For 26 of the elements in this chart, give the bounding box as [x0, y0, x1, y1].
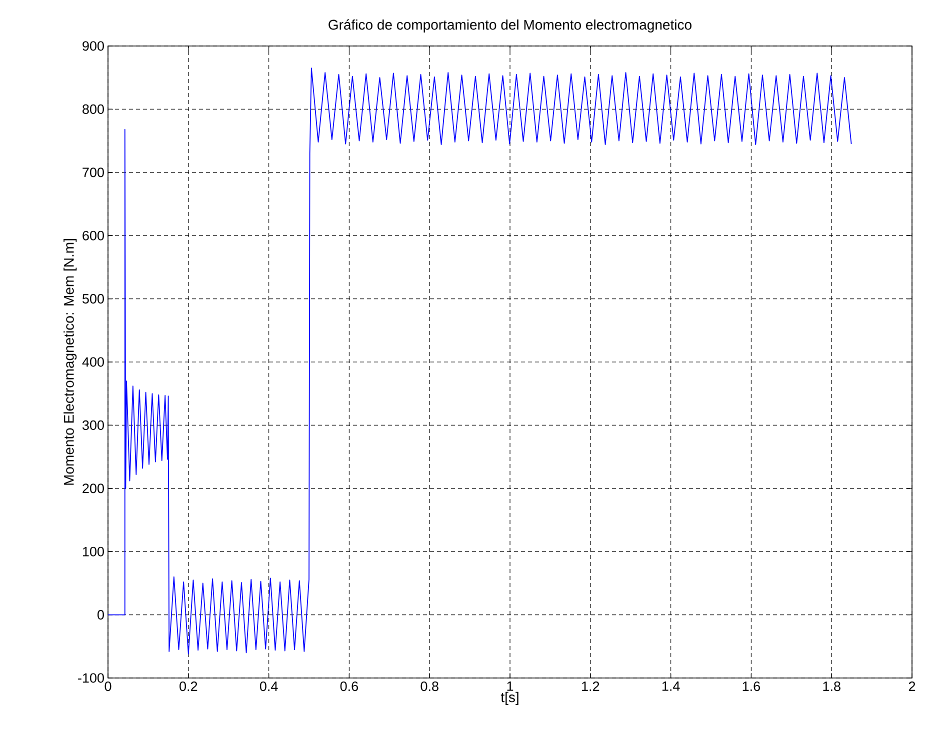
- x-tick-label: 0: [104, 682, 112, 692]
- y-tick-label: 700: [82, 168, 104, 178]
- y-tick-label: 300: [82, 420, 104, 430]
- x-tick-label: 1.4: [662, 682, 680, 691]
- y-axis-title: Momento Electromagnetico: Mem [N.m]: [64, 239, 77, 485]
- y-tick-label: 0: [98, 610, 104, 620]
- x-tick-label: 1.8: [823, 682, 840, 692]
- y-tick-label: 500: [82, 294, 104, 304]
- line-series: [108, 68, 852, 654]
- x-tick-label: 0.4: [260, 682, 278, 692]
- chart-title: Gráfico de comportamiento del Momento electromagnetico: [328, 19, 692, 32]
- y-tick-label: 200: [82, 484, 104, 494]
- x-axis-title: t[s]: [500, 692, 518, 705]
- x-tick-label: 0.2: [180, 682, 198, 692]
- y-tick-label: 900: [82, 41, 104, 51]
- x-tick-label: 1: [507, 682, 514, 691]
- x-tick-label: 1.6: [742, 682, 760, 692]
- x-tick-label: 0.8: [420, 682, 438, 692]
- y-tick-label: 800: [82, 104, 104, 114]
- y-tick-label: 100: [82, 546, 104, 556]
- x-tick-label: 0.6: [340, 682, 358, 692]
- y-tick-label: 400: [82, 357, 104, 367]
- x-tick-label: 2: [908, 682, 916, 691]
- y-tick-label: 600: [82, 230, 104, 240]
- x-tick-label: 1.2: [582, 682, 600, 691]
- y-tick-label: -100: [78, 673, 104, 683]
